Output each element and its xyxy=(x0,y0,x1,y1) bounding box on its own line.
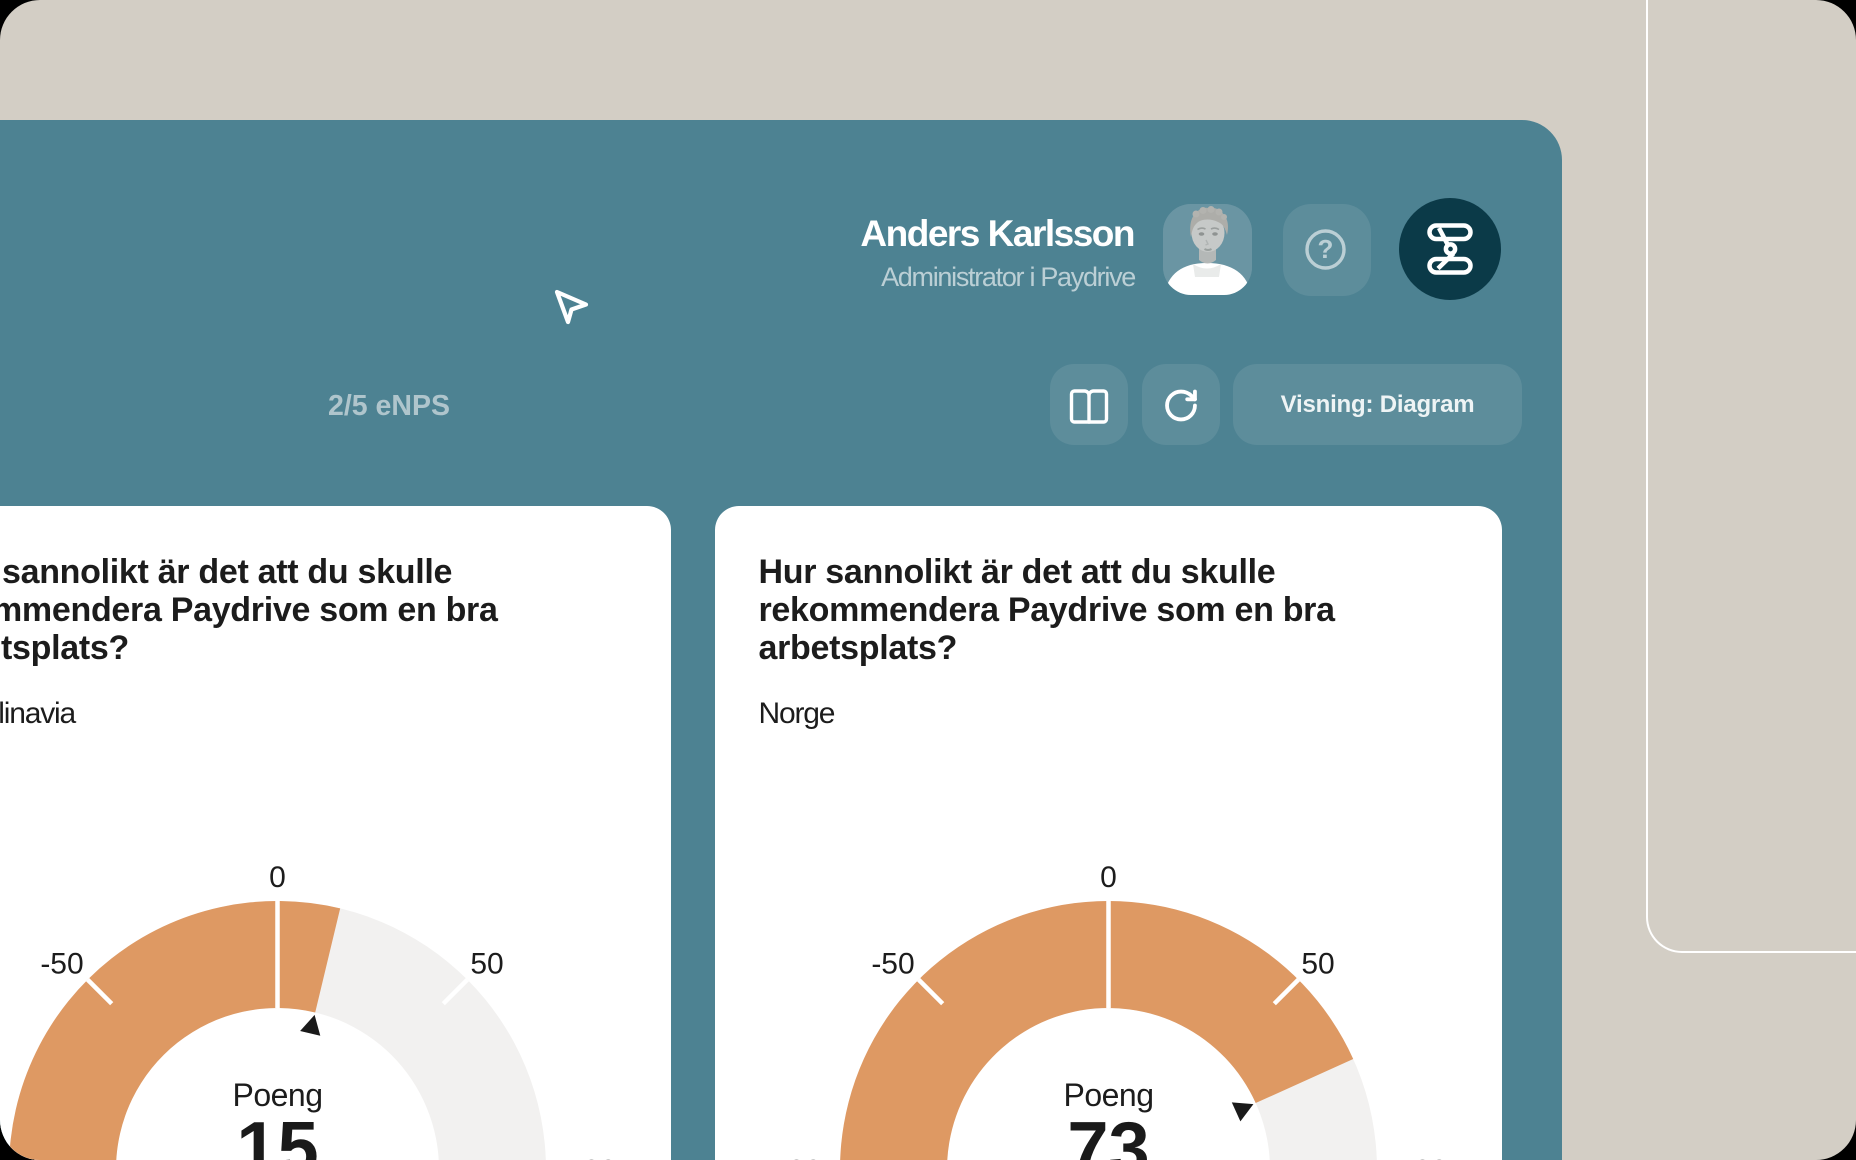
svg-text:100: 100 xyxy=(567,1155,617,1160)
svg-text:Poeng: Poeng xyxy=(232,1077,322,1113)
svg-text:73: 73 xyxy=(1067,1107,1149,1160)
svg-text:15: 15 xyxy=(236,1107,318,1160)
svg-text:-50: -50 xyxy=(40,948,83,981)
svg-text:Poeng: Poeng xyxy=(1063,1077,1153,1113)
svg-text:-100: -100 xyxy=(761,1155,821,1160)
svg-text:50: 50 xyxy=(1301,948,1334,981)
svg-text:0: 0 xyxy=(269,861,286,894)
svg-text:100: 100 xyxy=(1398,1155,1448,1160)
svg-text:50: 50 xyxy=(470,948,503,981)
svg-text:?: ? xyxy=(1318,234,1334,264)
svg-text:-50: -50 xyxy=(871,948,914,981)
svg-text:0: 0 xyxy=(1100,861,1117,894)
